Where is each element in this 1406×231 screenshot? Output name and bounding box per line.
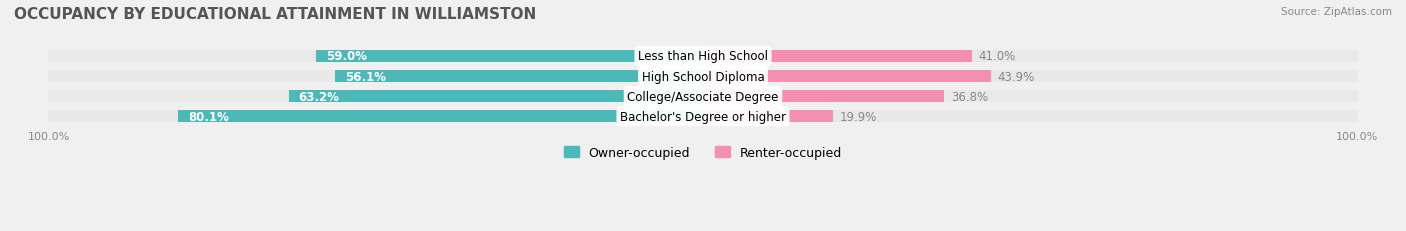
Text: 36.8%: 36.8% — [950, 90, 988, 103]
Bar — [703, 91, 943, 103]
Legend: Owner-occupied, Renter-occupied: Owner-occupied, Renter-occupied — [558, 141, 848, 164]
Text: 41.0%: 41.0% — [979, 50, 1015, 63]
Text: 19.9%: 19.9% — [839, 110, 877, 123]
Text: Less than High School: Less than High School — [638, 50, 768, 63]
Text: College/Associate Degree: College/Associate Degree — [627, 90, 779, 103]
Bar — [288, 91, 703, 103]
Text: 43.9%: 43.9% — [997, 70, 1035, 83]
Text: High School Diploma: High School Diploma — [641, 70, 765, 83]
Bar — [703, 110, 834, 123]
Bar — [703, 50, 1358, 63]
Text: 80.1%: 80.1% — [188, 110, 229, 123]
Bar — [703, 110, 1358, 123]
Text: 100.0%: 100.0% — [1336, 132, 1378, 142]
Bar — [703, 50, 972, 63]
Bar — [179, 110, 703, 123]
Text: Source: ZipAtlas.com: Source: ZipAtlas.com — [1281, 7, 1392, 17]
Text: 59.0%: 59.0% — [326, 50, 367, 63]
Bar — [703, 91, 1358, 103]
Text: 100.0%: 100.0% — [28, 132, 70, 142]
Bar — [48, 91, 703, 103]
Bar — [316, 50, 703, 63]
Text: Bachelor's Degree or higher: Bachelor's Degree or higher — [620, 110, 786, 123]
Bar — [48, 50, 703, 63]
Bar — [48, 70, 703, 83]
Bar — [703, 70, 1358, 83]
Text: OCCUPANCY BY EDUCATIONAL ATTAINMENT IN WILLIAMSTON: OCCUPANCY BY EDUCATIONAL ATTAINMENT IN W… — [14, 7, 536, 22]
Text: 56.1%: 56.1% — [346, 70, 387, 83]
Bar — [48, 110, 703, 123]
Bar — [703, 70, 991, 83]
Text: 63.2%: 63.2% — [298, 90, 340, 103]
Bar — [336, 70, 703, 83]
